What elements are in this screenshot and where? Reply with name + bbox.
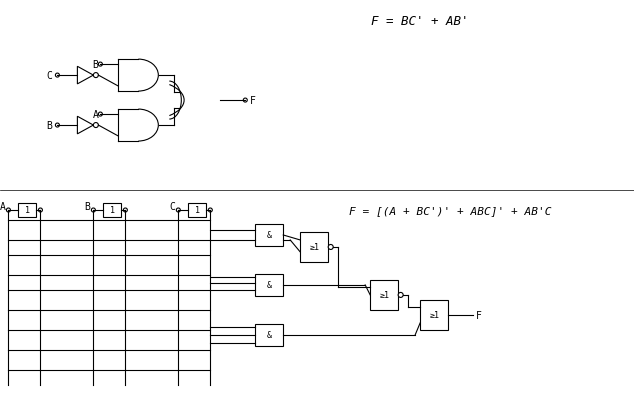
Circle shape bbox=[398, 293, 403, 298]
Bar bbox=[188, 203, 206, 217]
Bar bbox=[256, 224, 283, 246]
Circle shape bbox=[91, 209, 95, 213]
Bar bbox=[256, 274, 283, 296]
Text: B: B bbox=[84, 202, 91, 211]
Bar bbox=[301, 232, 328, 262]
Text: C: C bbox=[46, 71, 53, 81]
Bar bbox=[420, 300, 448, 330]
Circle shape bbox=[98, 63, 102, 67]
Text: ≥1: ≥1 bbox=[379, 291, 389, 300]
Text: ≥1: ≥1 bbox=[429, 311, 439, 320]
Circle shape bbox=[124, 209, 127, 213]
Circle shape bbox=[243, 99, 247, 103]
Circle shape bbox=[93, 73, 98, 79]
Text: ≥1: ≥1 bbox=[309, 243, 320, 252]
Bar bbox=[370, 280, 398, 310]
Circle shape bbox=[55, 124, 60, 128]
Text: B: B bbox=[93, 60, 98, 70]
Text: F = BC' + AB': F = BC' + AB' bbox=[372, 15, 469, 28]
Circle shape bbox=[328, 245, 333, 250]
Circle shape bbox=[39, 209, 42, 213]
Text: F = [(A + BC')' + ABC]' + AB'C: F = [(A + BC')' + ABC]' + AB'C bbox=[349, 205, 552, 215]
Bar bbox=[256, 324, 283, 346]
Text: A: A bbox=[0, 202, 6, 211]
Text: F: F bbox=[476, 310, 482, 320]
Circle shape bbox=[98, 113, 102, 117]
Text: &: & bbox=[267, 281, 272, 290]
Circle shape bbox=[93, 123, 98, 128]
Text: &: & bbox=[267, 330, 272, 339]
Text: F: F bbox=[250, 96, 256, 106]
Text: A: A bbox=[93, 110, 98, 120]
Bar bbox=[18, 203, 36, 217]
Text: &: & bbox=[267, 231, 272, 240]
Text: 1: 1 bbox=[25, 206, 30, 215]
Bar bbox=[103, 203, 121, 217]
Circle shape bbox=[209, 209, 212, 213]
Circle shape bbox=[176, 209, 180, 213]
Circle shape bbox=[6, 209, 10, 213]
Text: C: C bbox=[169, 202, 176, 211]
Text: B: B bbox=[46, 121, 53, 131]
Text: 1: 1 bbox=[110, 206, 115, 215]
Circle shape bbox=[55, 74, 60, 78]
Text: 1: 1 bbox=[195, 206, 200, 215]
